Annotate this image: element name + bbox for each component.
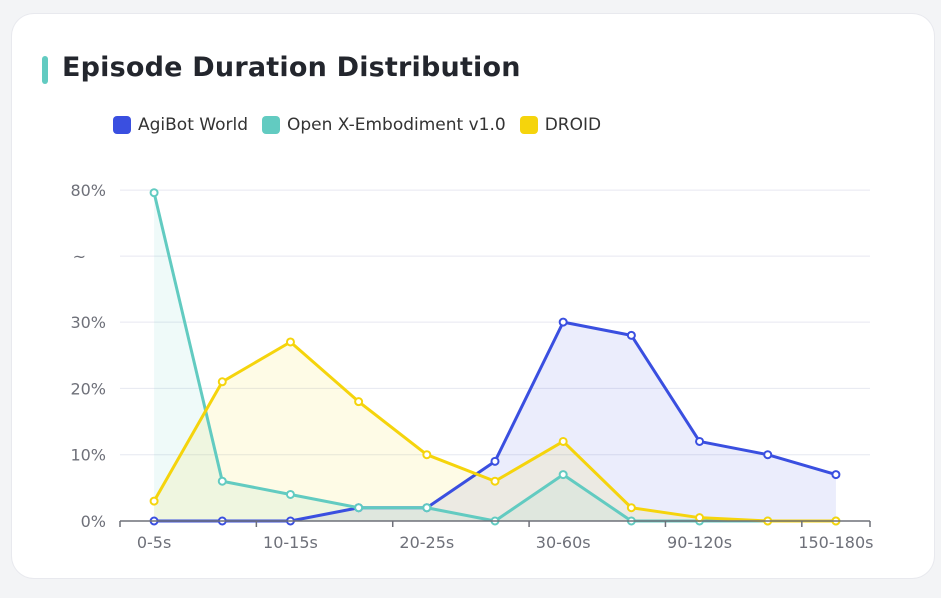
y-tick-label: 10% xyxy=(70,446,106,465)
x-tick-label: 150-180s xyxy=(798,533,873,552)
x-tick-label: 10-15s xyxy=(263,533,318,552)
legend-swatch xyxy=(519,116,538,134)
legend-swatch xyxy=(262,116,280,134)
data-point xyxy=(763,450,773,460)
data-point xyxy=(354,397,364,407)
data-point xyxy=(149,496,159,506)
data-point xyxy=(558,436,568,446)
chart-title: Episode Duration Distribution xyxy=(62,52,521,83)
data-point xyxy=(695,436,705,446)
data-point xyxy=(285,489,295,499)
legend-swatch xyxy=(113,116,131,134)
legend-label: DROID xyxy=(544,115,602,135)
data-point xyxy=(490,456,500,466)
legend-item-oxe[interactable]: Open X-Embodiment v1.0 xyxy=(262,115,506,135)
y-tick-label: ~ xyxy=(73,247,86,266)
data-point xyxy=(831,470,841,480)
y-tick-label: 20% xyxy=(70,379,106,398)
data-point xyxy=(490,476,500,486)
data-point xyxy=(217,377,227,387)
chart-card xyxy=(12,14,934,578)
data-point xyxy=(354,503,364,513)
legend-item-droid[interactable]: DROID xyxy=(519,115,602,135)
x-tick-label: 0-5s xyxy=(137,533,171,552)
data-point xyxy=(422,503,432,513)
legend-label: Open X-Embodiment v1.0 xyxy=(287,115,506,135)
x-tick-label: 90-120s xyxy=(667,533,732,552)
title-accent-bar xyxy=(42,56,48,84)
y-tick-label: 30% xyxy=(70,313,106,332)
series-area xyxy=(154,192,836,522)
legend-label: AgiBot World xyxy=(138,115,248,135)
data-point xyxy=(149,188,159,198)
data-point xyxy=(285,337,295,347)
series-area xyxy=(154,322,836,521)
y-tick-label: 80% xyxy=(70,181,106,200)
data-point xyxy=(626,330,636,340)
data-point xyxy=(558,470,568,480)
data-point xyxy=(695,513,705,523)
y-tick-label: 0% xyxy=(81,512,106,531)
data-point xyxy=(626,503,636,513)
data-point xyxy=(558,317,568,327)
x-tick-label: 30-60s xyxy=(536,533,591,552)
data-point xyxy=(217,476,227,486)
legend: AgiBot World Open X-Embodiment v1.0 DROI… xyxy=(113,115,601,135)
data-point xyxy=(422,450,432,460)
x-tick-label: 20-25s xyxy=(399,533,454,552)
series-area xyxy=(154,341,836,521)
legend-item-agibot[interactable]: AgiBot World xyxy=(113,115,248,135)
